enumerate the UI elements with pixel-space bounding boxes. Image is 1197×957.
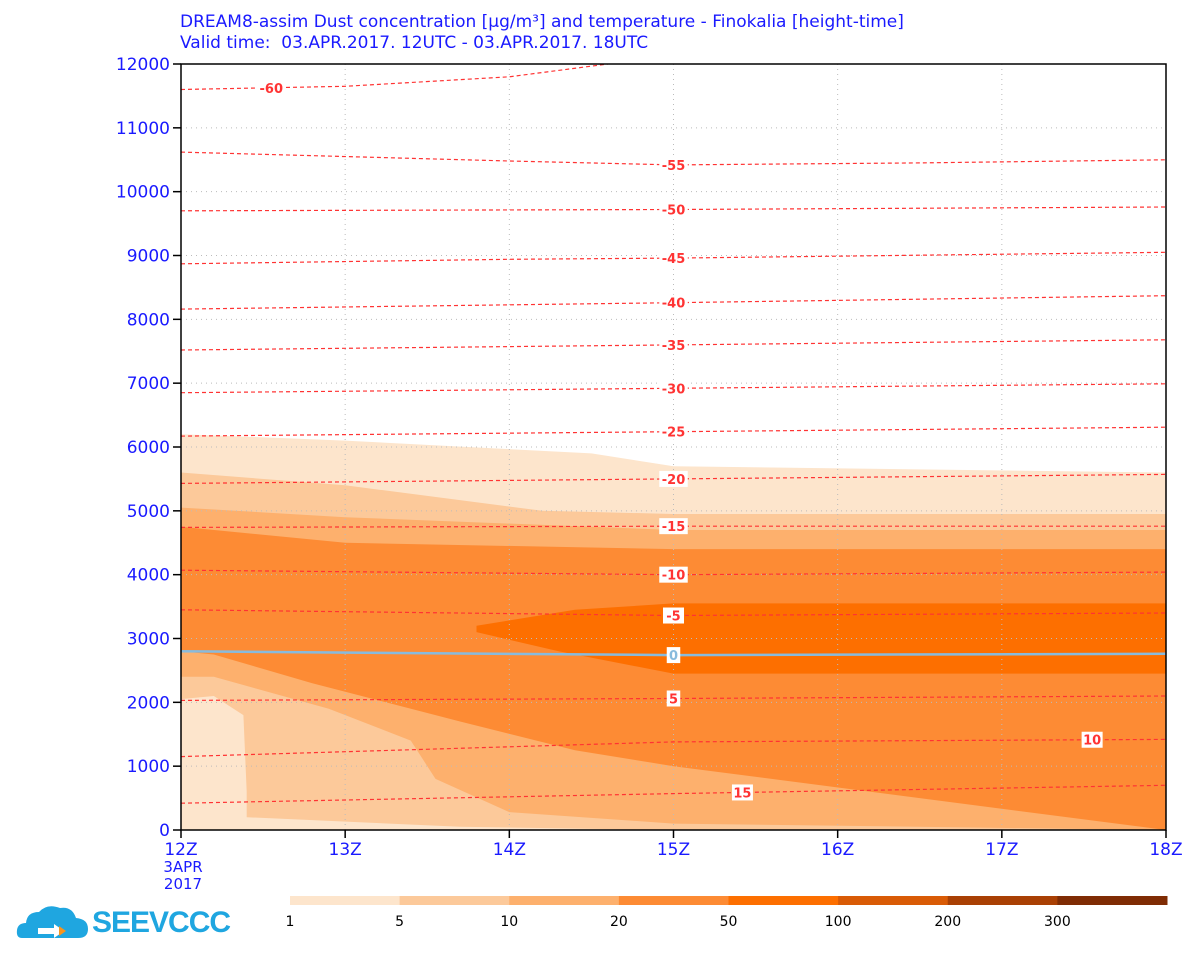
y-tick-label: 8000	[127, 310, 170, 330]
x-date-label: 2017	[164, 875, 202, 893]
isotherm-label: -50	[662, 204, 686, 219]
colorbar-swatch	[399, 896, 510, 905]
isotherm-label-background	[659, 566, 688, 583]
isotherm-label: -20	[662, 473, 686, 488]
isotherm-label: -5	[666, 610, 680, 625]
isotherm-label: -40	[662, 297, 686, 312]
colorbar-swatch	[838, 896, 949, 905]
colorbar-swatch	[947, 896, 1058, 905]
y-tick-label: 3000	[127, 630, 170, 650]
y-tick-label: 2000	[127, 693, 170, 713]
colorbar-tick-label: 20	[610, 914, 628, 930]
colorbar-tick-label: 100	[825, 914, 852, 930]
colorbar-tick-label: 300	[1044, 914, 1071, 930]
x-tick-label: 15Z	[657, 840, 690, 860]
x-tick-label: 16Z	[821, 840, 854, 860]
colorbar-swatch	[1057, 896, 1168, 905]
isotherm-label: -30	[662, 382, 686, 397]
isotherm-label-background	[257, 79, 286, 96]
y-tick-label: 10000	[116, 183, 170, 203]
y-tick-label: 11000	[116, 119, 170, 139]
isotherm-label: -55	[662, 159, 686, 174]
isotherm-label-background	[666, 690, 681, 707]
y-tick-label: 9000	[127, 247, 170, 267]
isotherm-label-background	[659, 380, 688, 397]
x-date-label: 3APR	[163, 858, 202, 876]
isotherm-label-background	[659, 423, 688, 440]
isotherm-line	[181, 784, 1166, 804]
isotherm-label: -35	[662, 339, 686, 354]
y-tick-label: 6000	[127, 438, 170, 458]
x-tick-label: 13Z	[329, 840, 362, 860]
colorbar-swatch	[509, 896, 620, 905]
y-tick-label: 1000	[127, 757, 170, 777]
isotherm-label-background	[663, 607, 684, 624]
isotherm-label: -10	[662, 569, 686, 584]
isotherm-line	[181, 738, 1166, 758]
colorbar-tick-label: 1	[286, 914, 295, 930]
y-tick-label: 12000	[116, 55, 170, 75]
isotherm-label-background	[659, 156, 688, 173]
isotherm-label: -45	[662, 252, 686, 267]
isotherm-label: 10	[1083, 734, 1101, 749]
isotherm-label-background	[731, 784, 753, 801]
chart-title: DREAM8-assim Dust concentration [µg/m³] …	[180, 12, 904, 32]
dust-concentration-fill	[181, 434, 1166, 830]
colorbar-tick-label: 200	[934, 914, 961, 930]
isotherm-label: 15	[733, 786, 751, 801]
isotherm-label-background	[659, 294, 688, 311]
isotherm-label: 5	[669, 693, 678, 708]
y-tick-label: 4000	[127, 566, 170, 586]
colorbar-swatch	[728, 896, 839, 905]
colorbar-tick-label: 10	[500, 914, 518, 930]
y-tick-label: 7000	[127, 374, 170, 394]
isotherm-label: -25	[662, 426, 686, 441]
isotherm-line	[181, 251, 1166, 265]
isotherm-label-background	[659, 518, 688, 535]
isotherm-label: 0	[669, 649, 678, 664]
y-tick-label: 0	[159, 821, 170, 841]
isotherm-label-background	[659, 250, 688, 267]
y-tick-label: 5000	[127, 502, 170, 522]
colorbar: 1 5 10 20 50 100 200 300	[286, 896, 1168, 930]
chart-subtitle: Valid time: 03.APR.2017. 12UTC - 03.APR.…	[180, 33, 649, 53]
logo-text: SEEVCCC	[92, 906, 231, 939]
dust-level-20-area	[181, 526, 1166, 830]
isotherm-label: -15	[662, 520, 686, 535]
colorbar-tick-label: 5	[395, 914, 404, 930]
isotherm-label-background	[1081, 731, 1103, 748]
isotherm-label-background	[659, 201, 688, 218]
axis-ticks: 0100020003000400050006000700080009000100…	[116, 55, 1183, 893]
isotherm-label-background	[659, 336, 688, 353]
isotherm-labels: -60-55-50-45-40-35-30-25-20-15-10-551015…	[257, 79, 1103, 801]
isotherm-label-background	[659, 470, 688, 487]
x-tick-label: 17Z	[985, 840, 1018, 860]
colorbar-swatch	[618, 896, 729, 905]
isotherm-line	[181, 64, 608, 91]
colorbar-tick-label: 50	[720, 914, 738, 930]
seevccc-cloud-logo-icon	[16, 906, 88, 938]
isotherm-label: -60	[260, 82, 284, 97]
colorbar-swatch	[290, 896, 401, 905]
x-tick-label: 14Z	[493, 840, 526, 860]
grid-lines	[181, 64, 1166, 830]
x-tick-label: 18Z	[1149, 840, 1182, 860]
x-tick-label: 12Z	[164, 840, 197, 860]
isotherm-label-background	[666, 647, 681, 664]
